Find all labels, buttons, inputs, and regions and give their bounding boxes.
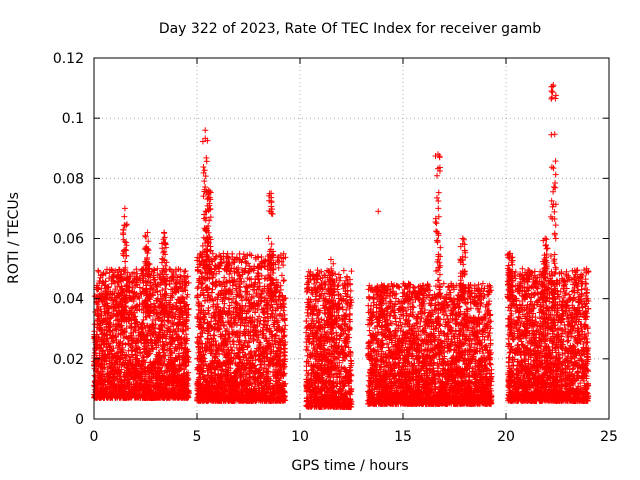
data-point	[133, 266, 140, 273]
data-point	[209, 274, 216, 281]
data-point	[281, 332, 288, 339]
data-point	[185, 369, 192, 376]
data-point	[261, 314, 268, 321]
data-point	[91, 321, 98, 328]
data-point	[133, 319, 140, 326]
data-point	[165, 356, 172, 363]
data-point	[168, 292, 175, 299]
data-point	[91, 372, 98, 379]
data-point	[173, 285, 180, 292]
data-point	[280, 262, 287, 269]
data-point	[98, 308, 105, 315]
data-point	[127, 360, 134, 367]
data-point	[124, 359, 131, 366]
data-point	[143, 314, 150, 321]
data-point	[102, 270, 109, 277]
data-point	[163, 369, 170, 376]
data-point	[133, 377, 140, 384]
data-point	[121, 270, 128, 277]
data-point	[133, 352, 140, 359]
data-point	[165, 317, 172, 324]
data-point	[136, 295, 143, 302]
data-point	[94, 301, 101, 308]
data-point	[148, 342, 155, 349]
data-point	[166, 311, 173, 318]
data-point	[94, 317, 101, 324]
data-point	[209, 286, 216, 293]
data-point	[100, 331, 107, 338]
data-point	[136, 284, 143, 291]
data-point	[180, 327, 187, 334]
data-point	[162, 374, 169, 381]
data-points	[91, 82, 592, 410]
data-point	[167, 297, 174, 304]
data-point	[125, 347, 132, 354]
data-point	[237, 284, 244, 291]
data-point	[106, 275, 113, 282]
data-point	[151, 277, 158, 284]
data-point	[229, 282, 236, 289]
data-point	[104, 266, 111, 273]
data-point	[130, 289, 137, 296]
data-point	[95, 268, 102, 275]
data-point	[125, 382, 132, 389]
data-point	[184, 311, 191, 318]
data-point	[138, 339, 145, 346]
data-point	[127, 330, 134, 337]
data-point	[116, 356, 123, 363]
data-point	[152, 358, 159, 365]
data-point	[195, 299, 202, 306]
data-point	[127, 273, 134, 280]
data-point	[164, 317, 171, 324]
data-point	[118, 277, 125, 284]
data-point	[136, 306, 143, 313]
data-point	[280, 345, 287, 352]
data-point	[140, 354, 147, 361]
data-point	[180, 298, 187, 305]
data-point	[182, 268, 189, 275]
data-point	[280, 278, 287, 285]
data-point	[99, 330, 106, 337]
data-point	[347, 287, 354, 294]
data-point	[183, 317, 190, 324]
data-point	[155, 315, 162, 322]
data-point	[211, 332, 218, 339]
data-point	[158, 318, 165, 325]
data-point	[140, 316, 147, 323]
data-point	[102, 295, 109, 302]
data-point	[169, 294, 176, 301]
data-point	[183, 312, 190, 319]
data-point	[275, 264, 282, 271]
data-point	[132, 340, 139, 347]
data-point	[156, 274, 163, 281]
data-point	[244, 343, 251, 350]
data-point	[160, 360, 167, 367]
data-point	[195, 267, 202, 274]
data-point	[151, 267, 158, 274]
data-point	[128, 347, 135, 354]
